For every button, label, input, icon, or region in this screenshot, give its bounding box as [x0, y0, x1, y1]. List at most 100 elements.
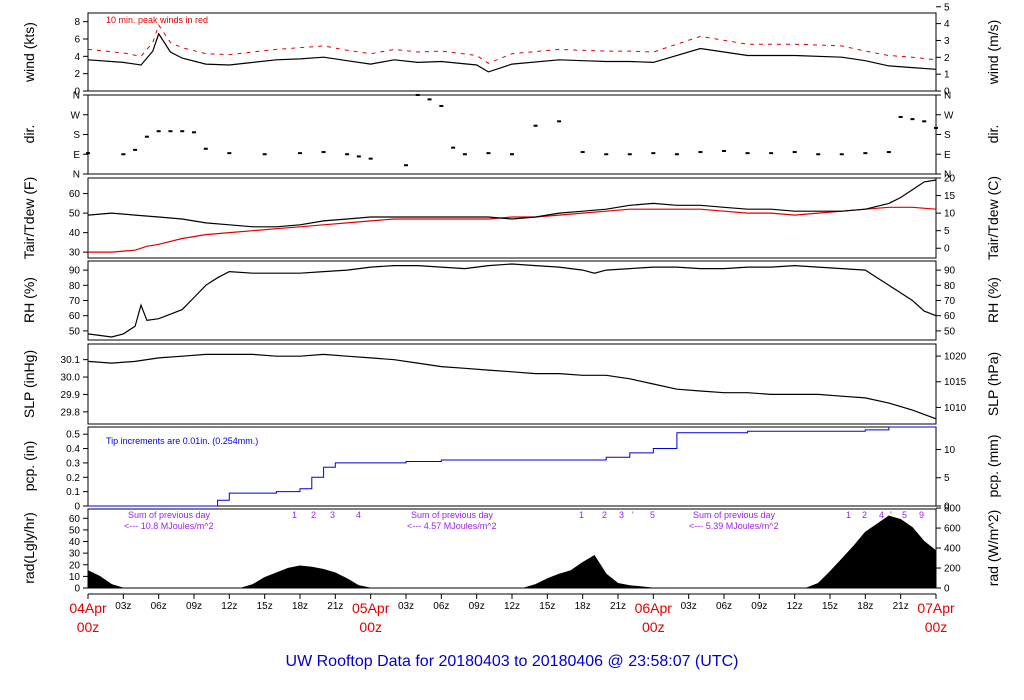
y-tick-label: 2 — [944, 53, 950, 64]
dir-point — [627, 153, 632, 156]
pcp-left-label: pcp. (in) — [21, 441, 37, 492]
temp-left-label: Tair/Tdew (F) — [21, 177, 37, 259]
y-tick-label: 10 — [69, 572, 81, 583]
uv-mark: 5 — [902, 510, 907, 520]
rh-right-label: RH (%) — [985, 277, 1001, 323]
y-tick-label: 29.9 — [61, 390, 81, 401]
y-tick-label: 20 — [944, 174, 956, 185]
y-tick-label: 90 — [69, 266, 81, 277]
rad-sum-2-line2: <--- 4.57 MJoules/m^2 — [407, 521, 497, 531]
slp-left-ticks: 29.8 29.9 30.0 30.1 — [61, 355, 88, 418]
y-tick-label: 5 — [944, 226, 950, 237]
pcp-panel-frame — [87, 426, 937, 507]
dir-point — [674, 153, 679, 156]
dir-point — [792, 151, 797, 154]
slp-panel-frame — [87, 343, 937, 425]
y-tick-label: 1020 — [944, 352, 967, 363]
wind-series-line — [87, 32, 937, 73]
dir-point — [510, 153, 514, 156]
x-tick-label: 03z — [398, 601, 414, 612]
rad-sum-1-line2: <--- 10.8 MJoules/m^2 — [124, 521, 214, 531]
dir-point — [698, 151, 703, 154]
y-tick-label: S — [73, 130, 80, 141]
tdew-series-line — [88, 206, 937, 253]
y-tick-label: 1015 — [944, 377, 967, 388]
dir-point — [121, 153, 126, 156]
y-tick-label: 40 — [69, 537, 81, 548]
rad-uv-marks-1: 1 2 3 4 — [292, 510, 361, 520]
uv-mark: 3 — [330, 510, 335, 520]
y-tick-label: 800 — [944, 504, 961, 515]
wind-panel: wind (kts) wind (m/s) 10 min. peak winds… — [21, 2, 1001, 97]
y-tick-label: 0 — [74, 87, 80, 98]
dir-point — [262, 153, 267, 156]
uv-mark: ' — [890, 510, 892, 520]
temp-panel-frame — [87, 177, 937, 259]
slp-series-line — [87, 353, 937, 420]
rad-sum-note-1: Sum of previous day <--- 10.8 MJoules/m^… — [124, 510, 214, 531]
uv-mark: 4 — [356, 510, 361, 520]
y-tick-label: 1010 — [944, 403, 967, 414]
rad-series-area — [87, 515, 937, 589]
y-tick-label: 30 — [69, 549, 81, 560]
x-tick-label: 09z — [469, 601, 485, 612]
rh-left-label: RH (%) — [21, 277, 37, 323]
dir-point — [404, 164, 408, 167]
tair-series-line — [87, 179, 937, 228]
dir-right-label: dir. — [985, 125, 1001, 144]
x-tick-label: 09z — [186, 601, 202, 612]
x-tick-label: 15z — [257, 601, 273, 612]
uv-mark: ' — [632, 510, 634, 520]
wind-left-label: wind (kts) — [21, 22, 37, 83]
rad-uv-marks-3: 1 2 4 ' 5 9 — [846, 510, 924, 520]
y-tick-label: 10 — [944, 209, 956, 220]
y-tick-label: 50 — [69, 326, 81, 337]
day-label-05apr-top: 05Apr — [352, 600, 390, 616]
x-tick-label: 12z — [787, 601, 803, 612]
y-tick-label: N — [944, 91, 951, 102]
dir-point — [356, 155, 361, 158]
dir-point — [321, 151, 326, 154]
y-tick-label: 0.2 — [66, 473, 80, 484]
dir-point — [144, 135, 149, 138]
dir-point — [922, 120, 927, 123]
wind-right-ticks: 0 1 2 3 4 5 — [936, 2, 950, 98]
rad-right-ticks: 0 200 400 600 800 — [936, 504, 961, 595]
y-tick-label: 10 — [944, 445, 956, 456]
x-tick-label: 18z — [575, 601, 591, 612]
y-tick-label: 1 — [944, 70, 950, 81]
dir-panel-frame — [87, 94, 937, 175]
x-tick-label: 12z — [504, 601, 520, 612]
y-tick-label: S — [944, 130, 951, 141]
wind-right-label: wind (m/s) — [985, 20, 1001, 86]
dir-point — [839, 153, 844, 156]
x-tick-label: 21z — [327, 601, 343, 612]
dir-point — [415, 94, 420, 96]
y-tick-label: 5 — [944, 2, 950, 13]
y-tick-label: 4 — [944, 19, 950, 30]
y-tick-label: E — [944, 150, 951, 161]
rad-panel-frame — [87, 508, 937, 589]
uv-mark: 2 — [862, 510, 867, 520]
y-tick-label: 30.0 — [61, 373, 81, 384]
rh-series-line — [87, 263, 937, 338]
dir-point — [156, 130, 161, 133]
y-tick-label: 50 — [69, 209, 81, 220]
dir-point — [203, 147, 208, 150]
y-tick-label: 29.8 — [61, 407, 81, 418]
y-tick-label: 0 — [74, 584, 80, 595]
x-tick-label: 21z — [893, 601, 909, 612]
day-label-06apr-bottom: 00z — [642, 619, 665, 635]
x-tick-label: 06z — [151, 601, 167, 612]
uv-mark: 9 — [919, 510, 924, 520]
rh-panel: RH (%) RH (%) 50 60 70 80 90 50 60 70 80 90 — [21, 260, 1001, 341]
dir-point — [486, 152, 491, 155]
y-tick-label: 6 — [74, 35, 80, 46]
dir-point — [462, 153, 467, 156]
dir-point — [886, 151, 891, 154]
dir-point — [368, 157, 373, 160]
dir-point — [651, 152, 656, 155]
